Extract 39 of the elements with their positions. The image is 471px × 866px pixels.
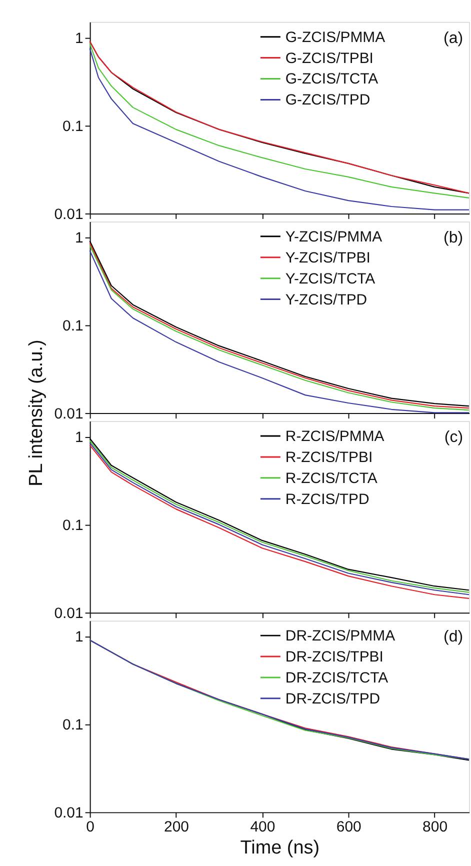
legend-label: G-ZCIS/TCTA — [285, 70, 378, 88]
legend-label: R-ZCIS/PMMA — [285, 428, 384, 445]
y-tick-label: 0.01 — [54, 804, 84, 822]
y-tick-label: 1 — [74, 628, 84, 646]
y-tick-label: 0.1 — [62, 517, 84, 534]
legend-label: Y-ZCIS/TCTA — [285, 270, 376, 288]
legend-label: DR-ZCIS/PMMA — [285, 628, 396, 645]
y-tick-label: 0.1 — [62, 716, 84, 734]
legend-label: Y-ZCIS/PMMA — [285, 228, 382, 246]
x-axis-title: Time (ns) — [240, 838, 320, 859]
y-tick-label: 0.1 — [62, 118, 84, 135]
y-tick-label: 1 — [74, 229, 84, 246]
annotation: (a) — [444, 30, 464, 47]
legend-label: R-ZCIS/TCTA — [285, 470, 378, 487]
annotation: (c) — [444, 428, 464, 446]
legend-label: Y-ZCIS/TPBI — [285, 249, 370, 266]
y-tick-label: 0.01 — [54, 206, 84, 223]
x-tick-label: 600 — [336, 818, 362, 836]
legend-label: DR-ZCIS/TPBI — [285, 648, 384, 666]
legend-label: G-ZCIS/TPBI — [285, 50, 374, 67]
legend-label: R-ZCIS/TPBI — [285, 448, 373, 466]
legend-label: G-ZCIS/PMMA — [285, 28, 386, 46]
y-tick-label: 1 — [74, 429, 84, 446]
legend-label: DR-ZCIS/TPD — [285, 690, 380, 708]
y-axis-title: PL intensity (a.u.) — [26, 340, 47, 486]
y-tick-label: 0.1 — [62, 317, 84, 334]
annotation: (b) — [444, 229, 464, 246]
x-tick-label: 200 — [164, 818, 189, 836]
legend-label: R-ZCIS/TPD — [285, 490, 370, 508]
y-tick-label: 0.01 — [54, 605, 84, 622]
x-tick-label: 400 — [250, 818, 276, 836]
y-tick-label: 0.01 — [54, 406, 84, 423]
x-tick-label: 0 — [86, 818, 94, 836]
legend-label: DR-ZCIS/TCTA — [285, 669, 388, 686]
y-tick-label: 1 — [74, 30, 84, 47]
legend-label: G-ZCIS/TPD — [285, 92, 370, 109]
x-tick-label: 800 — [422, 818, 448, 836]
annotation: (d) — [444, 628, 464, 646]
legend-label: Y-ZCIS/TPD — [285, 291, 368, 308]
